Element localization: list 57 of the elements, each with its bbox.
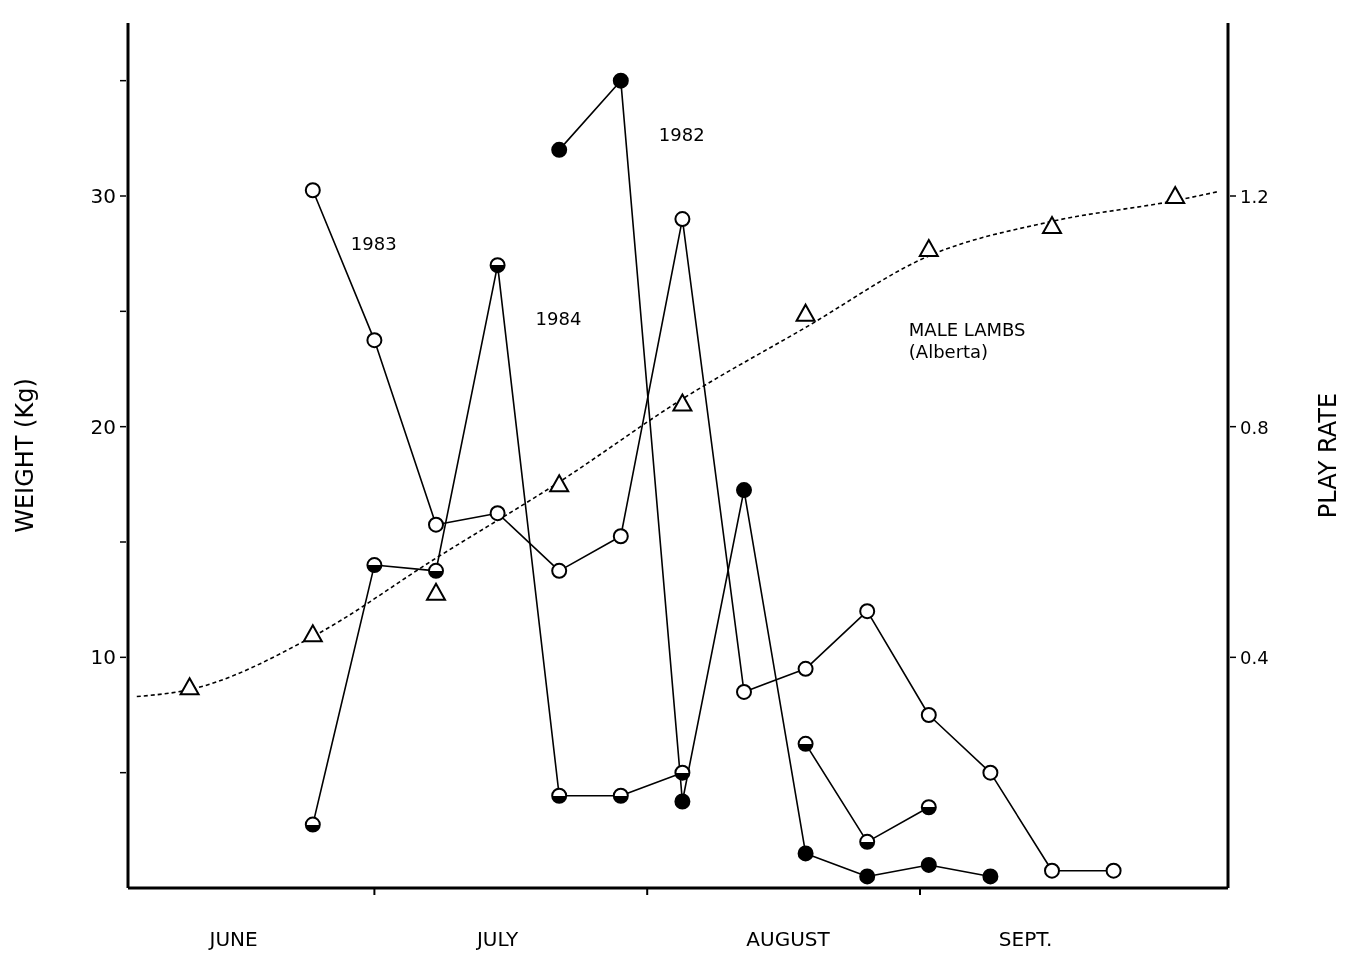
series-label: 1984 <box>535 308 582 330</box>
point <box>982 764 999 781</box>
x-tick-label: JULY <box>474 927 519 951</box>
text: MALE LAMBS (Alberta) <box>908 318 1026 362</box>
point <box>612 787 629 804</box>
point <box>551 141 568 158</box>
y2-axis-title: PLAY RATE <box>1313 392 1342 519</box>
point <box>736 482 752 499</box>
point <box>918 239 939 258</box>
point <box>674 764 691 781</box>
point <box>797 660 814 677</box>
series-label: 1983 <box>350 233 397 255</box>
point <box>179 677 200 696</box>
point <box>797 845 814 862</box>
point <box>1044 862 1060 879</box>
series-label: 1982 <box>658 123 705 145</box>
y2-tick-label: 1.2 <box>1240 186 1269 207</box>
point <box>1042 215 1062 234</box>
x-tick-label: JUNE <box>207 927 258 951</box>
point <box>551 562 568 579</box>
point <box>795 303 816 322</box>
point <box>859 868 876 885</box>
point <box>797 735 814 752</box>
point <box>428 562 444 579</box>
point <box>920 799 937 816</box>
point <box>612 528 629 545</box>
point <box>672 393 693 412</box>
point <box>428 516 444 533</box>
point <box>859 833 876 850</box>
point <box>489 505 506 522</box>
point <box>736 683 752 700</box>
x-tick-label: SEPT. <box>998 927 1053 951</box>
point <box>304 816 321 833</box>
point <box>366 557 383 574</box>
point <box>859 603 876 620</box>
point <box>674 793 691 810</box>
y2-tick-label: 0.8 <box>1240 416 1269 438</box>
point <box>920 707 937 723</box>
y-tick-label: 30 <box>90 184 116 208</box>
point <box>426 582 446 601</box>
point <box>551 787 568 804</box>
y2-tick-label: 0.4 <box>1240 647 1269 669</box>
point <box>549 474 570 493</box>
point <box>1105 862 1122 879</box>
x-tick-label: AUGUST <box>746 927 831 951</box>
point <box>366 332 383 349</box>
point <box>489 257 506 274</box>
point <box>304 182 321 199</box>
point <box>982 868 999 885</box>
y-axis-title: WEIGHT (Kg) <box>10 378 39 533</box>
point <box>920 856 937 873</box>
point <box>1165 186 1186 204</box>
point <box>302 624 323 643</box>
point <box>612 72 629 89</box>
y-tick-label: 10 <box>90 645 116 670</box>
y-tick-label: 20 <box>90 414 116 439</box>
point <box>674 211 691 228</box>
